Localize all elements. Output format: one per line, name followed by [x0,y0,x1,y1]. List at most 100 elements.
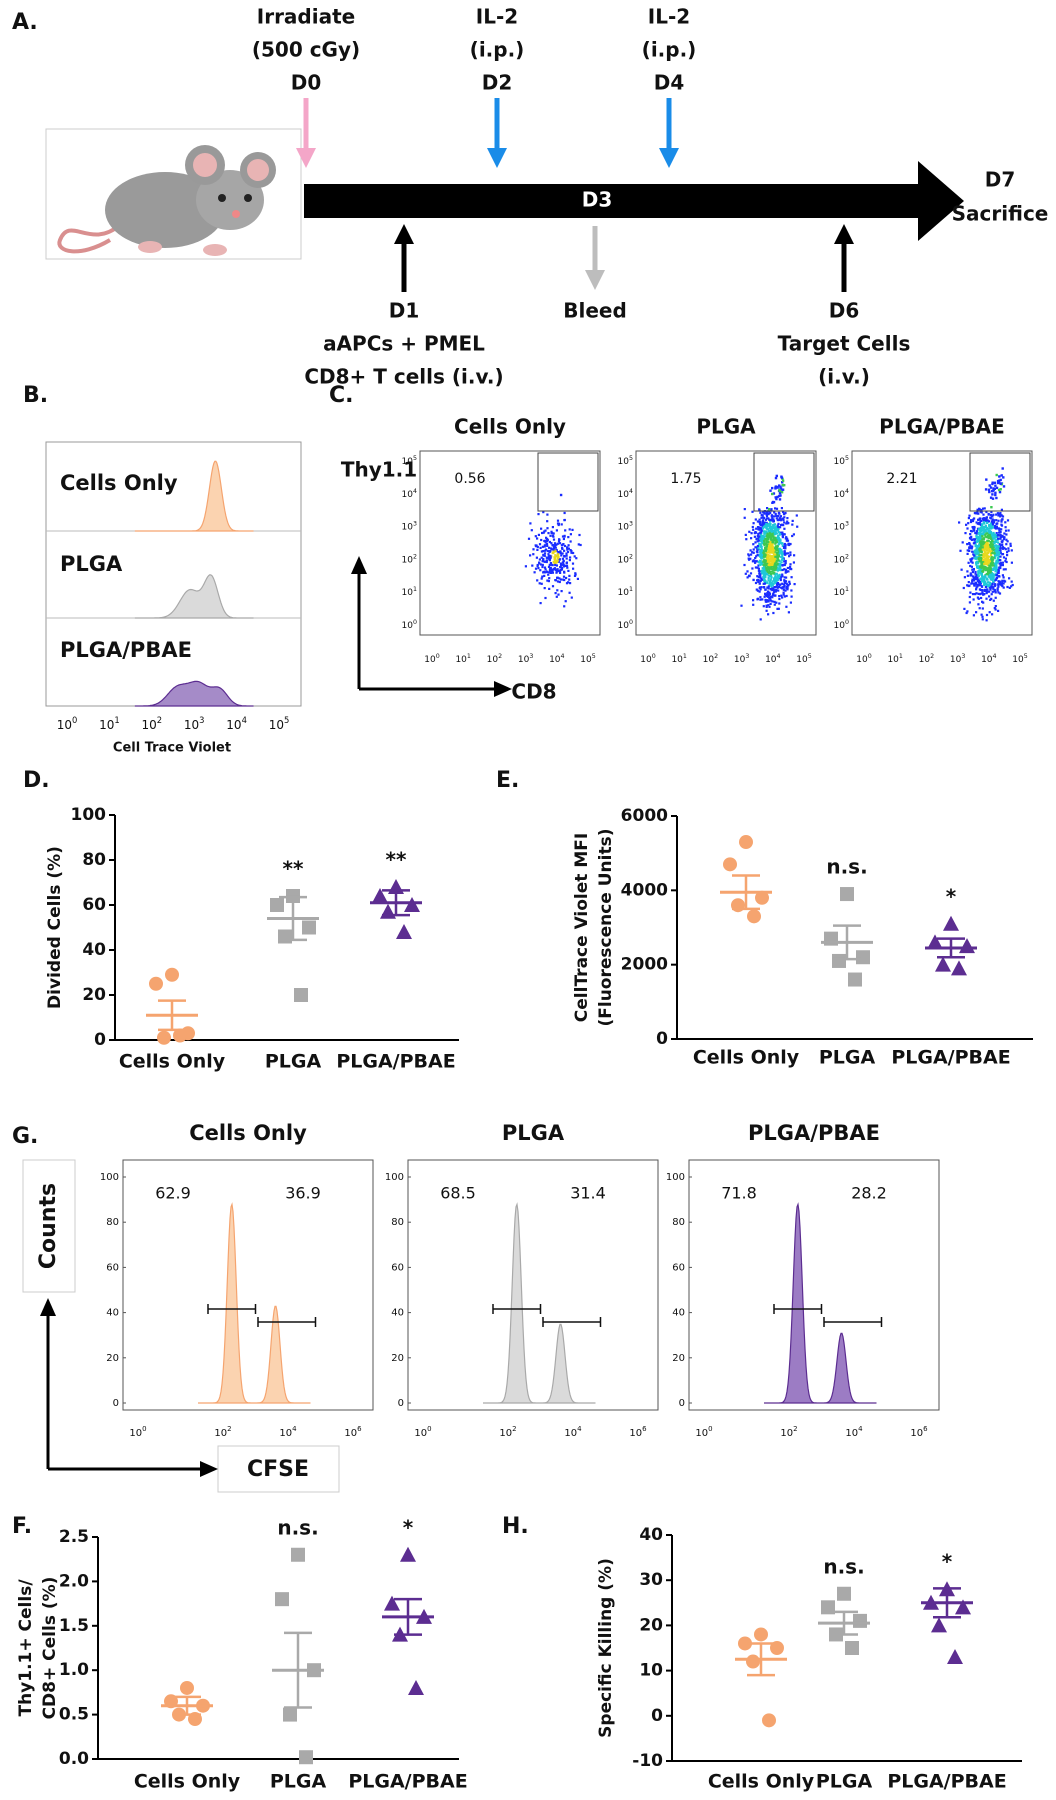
cell-dot [990,597,993,600]
cell-dot [780,548,783,551]
cell-dot [971,579,974,583]
data-point [755,890,769,905]
cell-dot [976,540,979,543]
cell-dot [555,564,558,567]
cell-dot [771,547,775,550]
cell-dot [756,579,759,582]
cell-dot [990,583,993,586]
cell-dot [772,537,775,540]
cell-dot [565,554,568,557]
y-tick-label-exp: 3 [413,520,417,527]
cell-dot [754,518,757,521]
cell-dot [776,582,779,585]
cell-dot [970,519,973,522]
cell-dot [979,519,983,523]
cell-dot [759,550,762,553]
cell-dot [987,540,990,543]
x-tick-label: 104 [981,653,996,665]
cell-dot [970,574,973,577]
cell-dot [965,611,968,615]
panel-label: H. [502,1514,529,1539]
cell-dot [563,564,567,567]
cell-dot [994,591,997,594]
cell-dot [983,517,986,520]
cell-dot [759,563,762,567]
cell-dot [758,590,761,593]
cell-dot [766,511,769,514]
cell-dot [971,575,975,578]
cell-dot [543,574,546,577]
cell-dot [783,568,786,571]
cell-dot [978,559,982,562]
cell-dot [1000,561,1003,565]
cell-dot [1003,532,1006,535]
cell-dot [779,562,782,565]
cell-dot [772,579,775,582]
cell-dot [559,493,563,497]
cell-dot [963,607,966,610]
cell-dot [972,598,975,601]
histogram [764,1202,877,1404]
cell-dot [974,570,977,574]
cell-dot [988,520,991,523]
cell-dot [975,588,978,591]
cell-dot [963,576,966,579]
cell-dot [988,573,992,577]
cell-dot [772,539,775,542]
cell-dot [787,611,790,614]
error-bar [158,999,186,1032]
data-point [935,956,951,972]
cell-dot [971,561,974,564]
cell-dot [998,552,1001,555]
cell-dot [546,544,549,547]
cell-dot [773,529,777,532]
panel-label: D. [23,768,50,793]
cell-dot [743,563,746,567]
cell-dot [984,557,988,560]
cell-dot [982,528,985,531]
cell-dot [789,565,792,568]
y-tick-label: 0.0 [59,1749,89,1769]
cell-dot [1002,485,1006,488]
cell-dot [759,537,762,540]
data-point [173,1028,187,1043]
cell-dot [792,533,795,536]
cell-dot [539,546,542,549]
y-tick-label-base: 10 [618,588,630,598]
cell-dot [981,526,984,529]
cell-dot [765,551,768,554]
cell-dot [770,536,773,539]
y-tick-label: 80 [391,1217,404,1228]
cell-dot [779,586,782,589]
cell-dot [983,579,986,582]
cell-dot [569,582,572,585]
cell-dot [560,563,563,566]
cell-dot [980,596,983,600]
cell-dot [767,528,770,531]
cell-dot [781,488,785,491]
cell-dot [991,540,994,543]
cell-dot [775,539,778,542]
x-tick-label-base: 10 [226,718,241,732]
cell-dot [988,567,992,570]
cell-dot [758,539,761,542]
cell-dot [768,535,772,538]
cell-dot [740,604,743,607]
error-bar [284,1631,312,1709]
cell-dot [989,561,992,564]
cell-dot [997,557,1000,560]
cell-dot [784,511,787,515]
cell-dot [572,567,575,570]
cell-dot [773,600,776,603]
cell-dot [774,476,778,480]
cell-dot [978,567,982,570]
cell-dot [785,539,788,542]
x-tick-label-exp: 0 [427,1425,431,1433]
cell-dot [773,591,776,594]
cell-dot [982,558,985,562]
cell-dot [974,538,977,541]
cell-dot [771,486,774,490]
cell-dot [557,569,560,572]
cell-dot [778,491,782,495]
cell-dot [975,545,978,548]
